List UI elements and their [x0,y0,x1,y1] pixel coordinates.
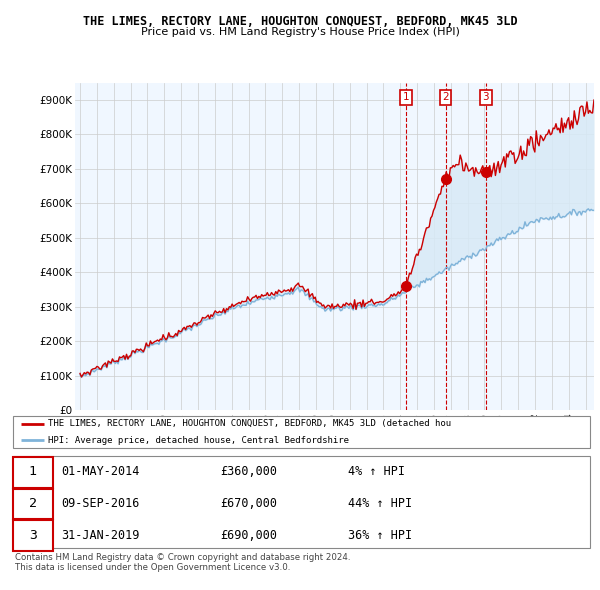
Text: 2: 2 [442,93,449,103]
Text: THE LIMES, RECTORY LANE, HOUGHTON CONQUEST, BEDFORD, MK45 3LD (detached hou: THE LIMES, RECTORY LANE, HOUGHTON CONQUE… [48,419,451,428]
Text: 2: 2 [29,497,37,510]
Text: 3: 3 [482,93,489,103]
FancyBboxPatch shape [13,457,53,488]
Text: 31-JAN-2019: 31-JAN-2019 [61,529,140,542]
Text: 4% ↑ HPI: 4% ↑ HPI [348,466,405,478]
Text: 3: 3 [29,529,37,542]
Text: 36% ↑ HPI: 36% ↑ HPI [348,529,412,542]
FancyBboxPatch shape [13,489,53,519]
Text: 1: 1 [403,93,409,103]
Text: £670,000: £670,000 [220,497,277,510]
Text: 01-MAY-2014: 01-MAY-2014 [61,466,140,478]
Text: 1: 1 [29,466,37,478]
Text: Contains HM Land Registry data © Crown copyright and database right 2024.: Contains HM Land Registry data © Crown c… [15,553,350,562]
Text: £690,000: £690,000 [220,529,277,542]
Text: THE LIMES, RECTORY LANE, HOUGHTON CONQUEST, BEDFORD, MK45 3LD: THE LIMES, RECTORY LANE, HOUGHTON CONQUE… [83,15,517,28]
FancyBboxPatch shape [13,520,53,551]
Text: 09-SEP-2016: 09-SEP-2016 [61,497,140,510]
Text: HPI: Average price, detached house, Central Bedfordshire: HPI: Average price, detached house, Cent… [48,435,349,444]
Text: 44% ↑ HPI: 44% ↑ HPI [348,497,412,510]
Text: This data is licensed under the Open Government Licence v3.0.: This data is licensed under the Open Gov… [15,563,290,572]
FancyBboxPatch shape [13,455,590,548]
FancyBboxPatch shape [13,416,590,448]
Text: Price paid vs. HM Land Registry's House Price Index (HPI): Price paid vs. HM Land Registry's House … [140,27,460,37]
Text: £360,000: £360,000 [220,466,277,478]
